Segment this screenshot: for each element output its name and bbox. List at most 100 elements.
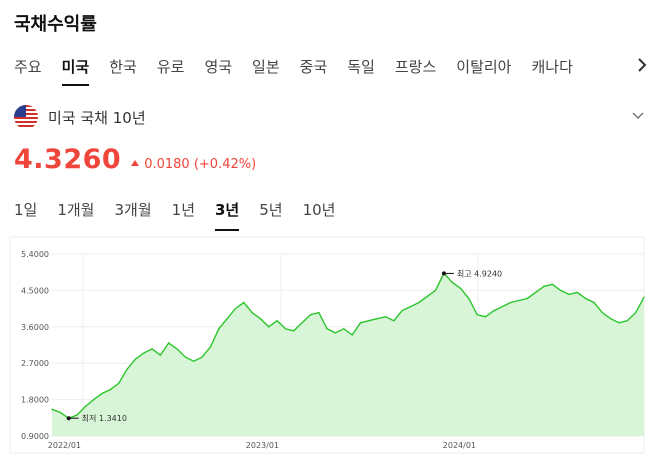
period-1y[interactable]: 1년 (171, 201, 195, 219)
tab-us[interactable]: 미국 (61, 57, 90, 86)
period-5y[interactable]: 5년 (259, 201, 283, 219)
data-point (109, 388, 112, 391)
data-point (293, 330, 295, 332)
data-point (76, 414, 78, 416)
period-1d[interactable]: 1일 (14, 201, 38, 219)
period-1m[interactable]: 1개월 (57, 201, 95, 219)
data-point (326, 328, 328, 330)
tab-canada[interactable]: 캐나다 (531, 57, 573, 76)
data-point (634, 311, 637, 314)
chart-series-line (51, 272, 645, 419)
data-point (393, 320, 395, 322)
price-change: 0.0180 (+0.42%) (131, 157, 256, 172)
data-point (526, 297, 528, 300)
data-point (368, 320, 370, 322)
data-point (168, 342, 170, 344)
data-point (543, 285, 545, 288)
tab-korea[interactable]: 한국 (109, 57, 137, 76)
data-point (301, 322, 303, 324)
data-point (184, 356, 187, 358)
data-point (643, 296, 645, 298)
data-point (409, 305, 412, 308)
x-tick-label: 2022/01 (48, 441, 81, 450)
data-point (518, 299, 520, 302)
data-point (484, 315, 487, 318)
quote: 4.3260 0.0180 (+0.42%) (14, 144, 256, 175)
us-flag-icon (14, 105, 38, 129)
tab-germany[interactable]: 독일 (347, 57, 375, 76)
data-point (476, 313, 478, 316)
tab-italy[interactable]: 이탈리아 (456, 57, 512, 76)
data-point (143, 352, 145, 354)
data-point (243, 301, 245, 304)
tab-china[interactable]: 중국 (299, 57, 328, 76)
data-point (151, 348, 153, 350)
data-point (509, 301, 512, 304)
data-point (451, 281, 453, 284)
data-point (584, 297, 587, 300)
data-point (309, 313, 312, 316)
chevron-right-icon[interactable] (634, 58, 650, 76)
period-3m[interactable]: 3개월 (114, 201, 152, 219)
data-point (534, 291, 537, 294)
data-point (134, 358, 137, 360)
period-tabs: 1일 1개월 3개월 1년 3년 5년 10년 (14, 199, 355, 231)
y-tick-label: 2.7000 (21, 359, 49, 368)
x-tick-label: 2024/01 (443, 441, 476, 450)
max-label: 최고 4.9240 (457, 268, 502, 278)
data-point (576, 291, 578, 294)
data-point (276, 320, 278, 322)
data-point (251, 311, 253, 314)
data-point (418, 301, 420, 304)
data-point (218, 328, 220, 330)
x-tick-label: 2023/01 (246, 441, 279, 450)
y-tick-label: 5.4000 (21, 250, 49, 259)
data-point (501, 305, 503, 308)
data-point (193, 360, 195, 362)
data-point (459, 287, 462, 290)
tab-france[interactable]: 프랑스 (394, 57, 437, 76)
data-point (426, 295, 428, 298)
current-price: 4.3260 (14, 144, 122, 175)
tab-japan[interactable]: 일본 (252, 57, 280, 76)
data-point (434, 289, 437, 292)
data-point (59, 411, 62, 414)
min-label: 최저 1.3410 (82, 413, 127, 423)
data-point (401, 309, 403, 312)
yield-chart[interactable]: 5.4000 4.5000 3.6000 2.7000 1.8000 0.9000 2022… (0, 236, 658, 454)
data-point (159, 354, 162, 356)
data-point (318, 311, 320, 314)
data-point (376, 318, 378, 320)
data-point (226, 318, 228, 320)
data-point (268, 326, 270, 328)
data-point (468, 297, 470, 300)
data-point (51, 408, 53, 411)
yield-chart-svg: 5.4000 4.5000 3.6000 2.7000 1.8000 0.90002022… (9, 236, 645, 454)
data-point (626, 320, 629, 322)
data-point (493, 309, 495, 312)
data-point (284, 328, 287, 330)
period-3y[interactable]: 3년 (215, 201, 240, 231)
period-10y[interactable]: 10년 (302, 201, 336, 219)
data-point (118, 382, 120, 385)
bond-selector[interactable]: 미국 국채 10년 (14, 104, 646, 130)
chevron-down-icon[interactable] (630, 108, 646, 124)
data-point (92, 398, 95, 401)
tabs-fade-overlay (594, 52, 634, 84)
y-tick-label: 0.9000 (21, 432, 49, 441)
y-tick-label: 3.6000 (21, 323, 49, 332)
data-point (551, 283, 553, 286)
y-tick-label: 4.5000 (21, 286, 49, 295)
data-point (618, 322, 620, 324)
data-point (343, 328, 345, 330)
data-point (384, 315, 387, 318)
price-change-value: 0.0180 (+0.42%) (144, 157, 257, 172)
tab-major[interactable]: 주요 (14, 57, 42, 76)
data-point (201, 356, 203, 358)
data-point (568, 293, 570, 296)
data-point (609, 318, 612, 320)
tab-uk[interactable]: 영국 (204, 57, 233, 76)
up-arrow-icon (131, 160, 140, 166)
tab-euro[interactable]: 유로 (156, 57, 185, 76)
data-point (593, 301, 595, 304)
